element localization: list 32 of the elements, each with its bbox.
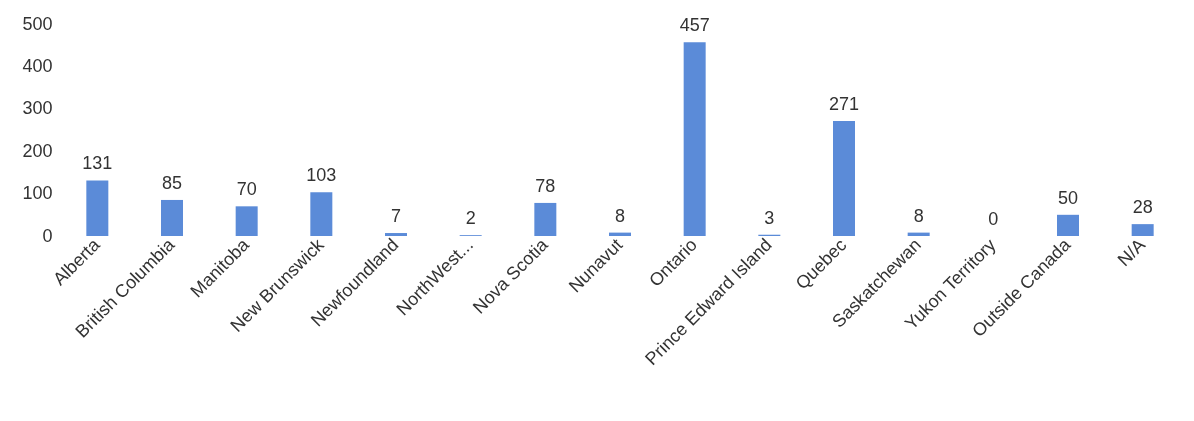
bar [1131, 224, 1154, 236]
bar [161, 199, 183, 236]
data-label: 131 [82, 153, 113, 174]
data-label: 85 [161, 172, 183, 193]
data-label: 0 [988, 209, 999, 229]
bar [683, 42, 706, 236]
y-tick-label: 100 [22, 183, 53, 204]
data-label: 271 [828, 94, 860, 115]
data-label: 8 [614, 205, 626, 226]
y-tick-label: 500 [22, 13, 53, 34]
data-label: 78 [535, 175, 556, 196]
bar [833, 121, 855, 236]
bar [534, 202, 557, 236]
y-tick-label: 400 [22, 55, 53, 76]
data-label: 3 [764, 207, 775, 228]
bar [86, 180, 109, 236]
data-label: 8 [913, 205, 924, 226]
bar [235, 206, 258, 236]
bar [385, 233, 407, 236]
data-label: 50 [1057, 187, 1079, 208]
bar [1057, 214, 1079, 236]
x-tick-label: N/A [1113, 234, 1150, 271]
y-tick-label: 200 [22, 140, 53, 161]
y-tick-label: 300 [22, 98, 53, 119]
data-label: 7 [390, 206, 402, 227]
y-tick-label: 0 [42, 225, 53, 246]
data-label: 28 [1132, 197, 1153, 218]
data-label: 457 [679, 15, 710, 36]
data-label: 103 [306, 165, 337, 186]
bar [310, 192, 333, 236]
data-label: 2 [465, 208, 476, 229]
data-label: 70 [236, 179, 257, 200]
